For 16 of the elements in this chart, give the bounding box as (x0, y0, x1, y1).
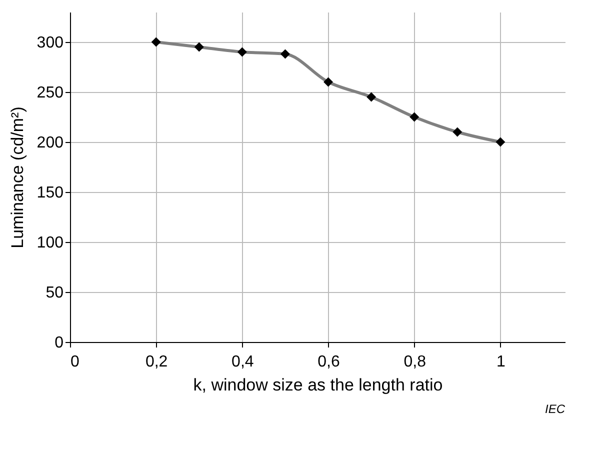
x-axis-title: k, window size as the length ratio (193, 376, 443, 394)
y-tick-label: 100 (36, 234, 64, 252)
x-tick-label: 0,4 (232, 354, 254, 370)
y-tick-label: 250 (36, 84, 64, 102)
y-tick-label: 0 (54, 334, 64, 352)
y-tick-label: 300 (36, 34, 64, 52)
text: IEC (544, 402, 566, 416)
x-tick-label: 0,8 (404, 354, 426, 370)
x-tick-label: 0,6 (318, 354, 340, 370)
y-tick-label: 50 (46, 284, 64, 302)
y-tick-label: 150 (36, 184, 64, 202)
y-axis-title: Luminance (cd/m²) (8, 106, 27, 248)
x-tick-label: 1 (496, 354, 506, 370)
x-tick-label: 0 (70, 354, 80, 370)
y-tick-label: 200 (36, 134, 64, 152)
x-tick-label: 0,2 (145, 354, 168, 370)
